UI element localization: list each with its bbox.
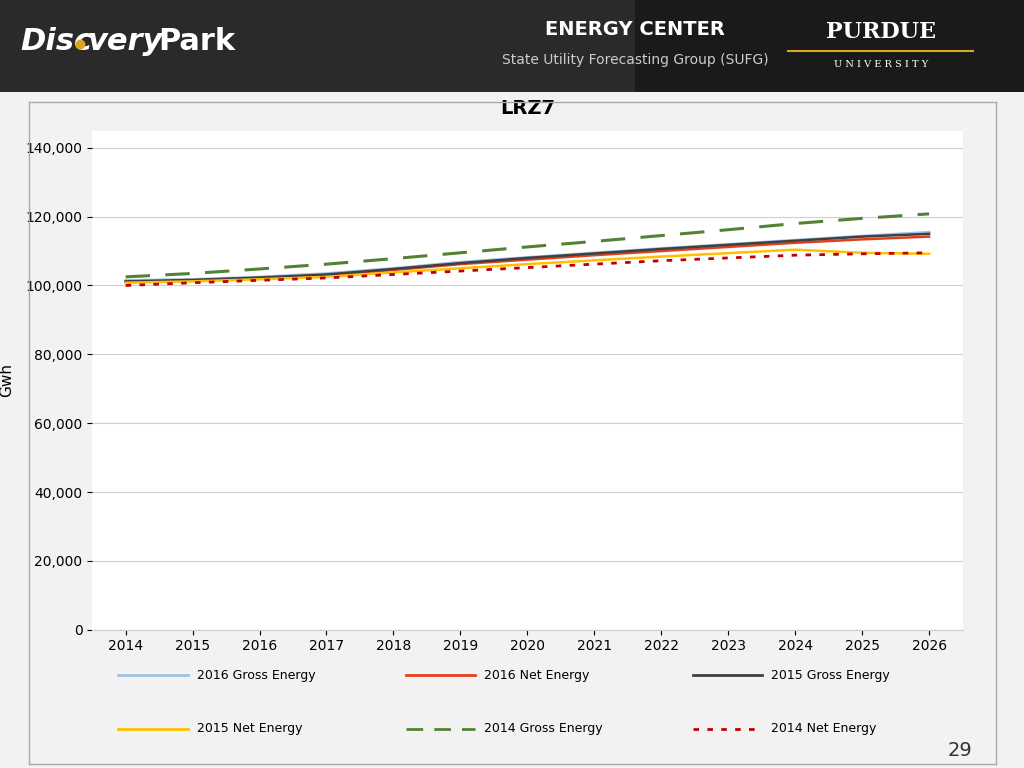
Text: U N I V E R S I T Y: U N I V E R S I T Y [834, 60, 928, 69]
Text: PURDUE: PURDUE [825, 22, 936, 43]
Bar [635, 0, 1024, 92]
Text: 2015 Net Energy: 2015 Net Energy [197, 723, 302, 736]
Text: 2014 Net Energy: 2014 Net Energy [771, 723, 877, 736]
Text: Disc: Disc [20, 27, 92, 56]
Text: very: very [87, 27, 163, 56]
Y-axis label: Gwh: Gwh [0, 363, 14, 397]
Text: 29: 29 [948, 741, 973, 760]
Text: ENERGY CENTER: ENERGY CENTER [545, 20, 725, 39]
Text: 2014 Gross Energy: 2014 Gross Energy [483, 723, 602, 736]
Text: Park: Park [159, 27, 236, 56]
Text: State Utility Forecasting Group (SUFG): State Utility Forecasting Group (SUFG) [502, 53, 768, 67]
Title: LRZ7: LRZ7 [500, 99, 555, 118]
Text: 2016 Gross Energy: 2016 Gross Energy [197, 669, 315, 682]
Text: 2015 Gross Energy: 2015 Gross Energy [771, 669, 890, 682]
Text: 2016 Net Energy: 2016 Net Energy [483, 669, 589, 682]
